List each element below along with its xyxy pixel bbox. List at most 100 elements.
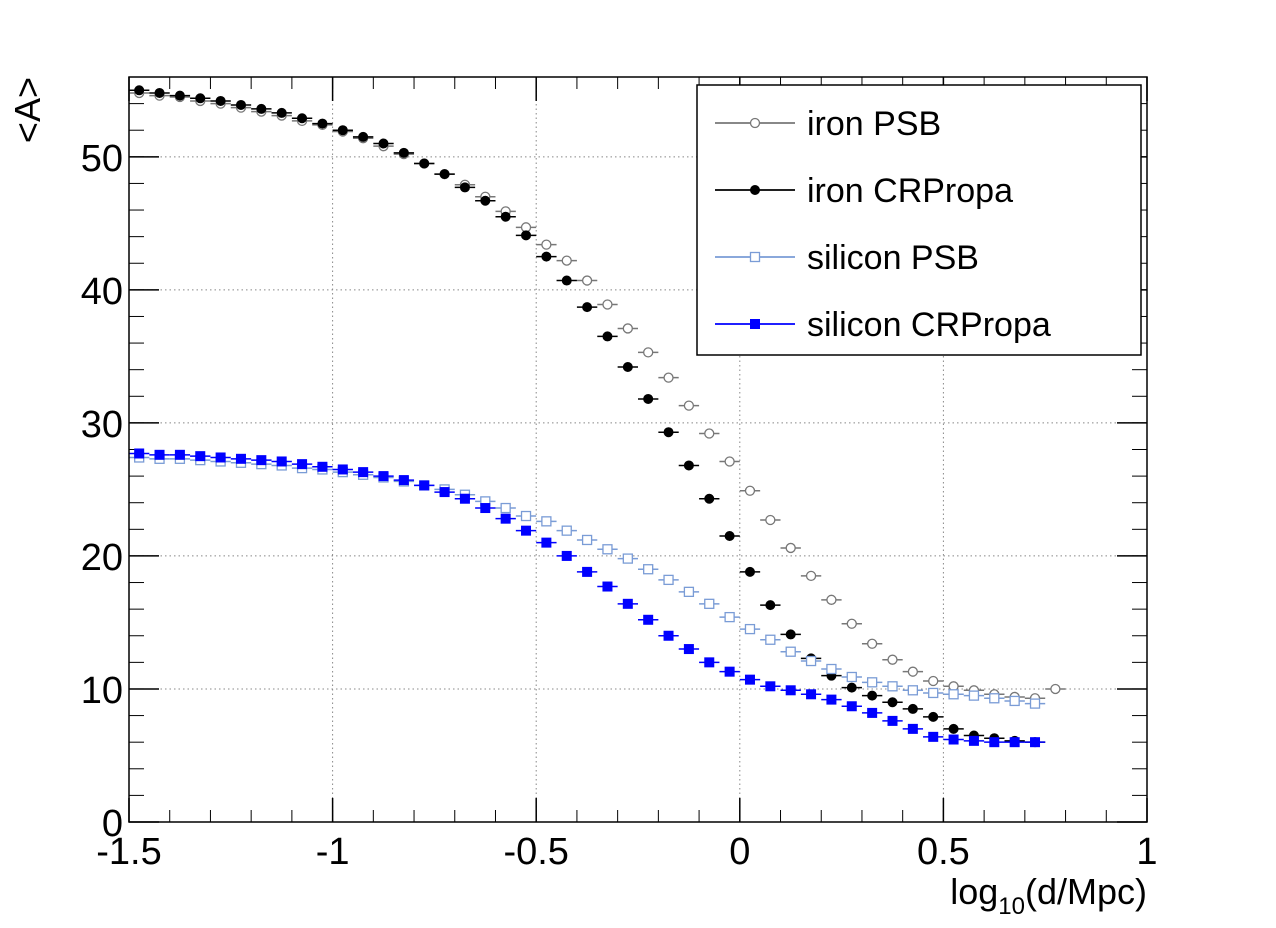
data-point xyxy=(683,400,695,411)
data-point xyxy=(866,677,878,688)
x-axis-title-rest: (d/Mpc) xyxy=(1025,871,1147,912)
x-tick-label: 1 xyxy=(1136,831,1157,873)
data-point xyxy=(663,427,674,438)
data-point xyxy=(989,737,1000,748)
data-point xyxy=(887,697,898,708)
data-point xyxy=(419,480,430,491)
x-axis-title: log10(d/Mpc) xyxy=(950,871,1147,920)
data-point xyxy=(643,564,654,575)
data-point xyxy=(907,666,919,677)
data-point xyxy=(215,95,226,106)
data-point xyxy=(378,138,389,149)
data-point xyxy=(235,453,246,464)
data-point xyxy=(744,485,756,496)
data-point xyxy=(256,103,267,114)
data-point xyxy=(704,428,715,439)
data-point xyxy=(154,87,165,98)
data-point xyxy=(317,118,328,129)
data-point xyxy=(276,107,287,118)
data-point xyxy=(134,448,145,459)
data-point xyxy=(602,544,613,555)
data-point xyxy=(459,493,470,504)
data-point xyxy=(968,735,979,746)
data-point xyxy=(521,525,532,536)
series-layer xyxy=(129,85,1066,748)
legend-label: iron CRPropa xyxy=(807,172,1013,210)
y-tick-label: 0 xyxy=(102,803,123,845)
data-point xyxy=(907,685,919,696)
data-point xyxy=(581,534,593,546)
data-point xyxy=(744,674,755,685)
data-point xyxy=(419,158,430,169)
data-point xyxy=(602,299,613,310)
data-point xyxy=(683,644,694,655)
legend-entry-silicon-crpropa: silicon CRPropa xyxy=(715,306,1051,344)
data-point xyxy=(1029,698,1041,709)
data-point xyxy=(826,694,837,705)
data-point xyxy=(480,195,491,206)
data-point xyxy=(643,347,654,358)
data-point xyxy=(866,638,878,649)
data-point xyxy=(561,275,572,286)
data-point xyxy=(846,618,857,629)
data-point xyxy=(521,230,532,241)
data-point xyxy=(683,460,694,471)
legend-marker xyxy=(749,251,761,263)
data-point xyxy=(907,703,918,714)
data-point xyxy=(867,707,878,718)
data-point xyxy=(928,687,939,699)
data-point xyxy=(622,598,633,609)
y-tick-label: 20 xyxy=(81,537,123,579)
x-tick-label: 0.5 xyxy=(917,831,970,873)
x-axis-title-base: log xyxy=(950,871,998,912)
plot-frame xyxy=(128,76,1148,823)
data-point xyxy=(439,169,450,180)
data-point xyxy=(785,685,796,696)
data-point xyxy=(337,125,348,136)
data-point xyxy=(724,456,735,467)
series-silicon-crpropa xyxy=(129,448,1046,748)
data-point xyxy=(256,455,267,466)
data-point xyxy=(561,550,572,561)
data-point xyxy=(663,574,674,586)
data-point xyxy=(785,542,796,554)
data-point xyxy=(602,581,613,592)
data-point xyxy=(785,629,796,640)
data-point xyxy=(765,600,776,611)
data-point xyxy=(805,655,817,667)
data-point xyxy=(541,537,552,548)
data-point xyxy=(785,646,796,657)
data-point xyxy=(378,471,389,482)
x-axis-title-subscript: 10 xyxy=(998,893,1025,920)
legend-entry-silicon-psb: silicon PSB xyxy=(715,239,979,277)
data-point xyxy=(928,675,939,687)
data-point xyxy=(887,654,898,665)
data-point xyxy=(683,586,695,597)
data-point xyxy=(704,493,715,504)
data-point xyxy=(744,566,755,577)
data-point xyxy=(765,634,776,645)
y-tick-label: 40 xyxy=(81,271,123,313)
y-tick-label: 10 xyxy=(81,670,123,712)
data-point xyxy=(581,275,593,286)
data-point xyxy=(948,689,959,700)
legend-entry-iron-psb: iron PSB xyxy=(715,105,941,143)
data-point xyxy=(1030,737,1041,748)
data-point xyxy=(561,525,572,536)
data-point xyxy=(887,681,898,692)
y-axis-title: <A> xyxy=(7,77,48,143)
data-point xyxy=(134,85,145,96)
data-point xyxy=(1009,737,1020,748)
data-point xyxy=(826,663,837,675)
data-point xyxy=(704,598,715,609)
data-point xyxy=(582,302,593,313)
data-point xyxy=(806,689,817,700)
data-point xyxy=(480,503,491,514)
data-point xyxy=(439,487,450,498)
legend-label: iron PSB xyxy=(807,105,941,143)
data-point xyxy=(765,514,776,526)
data-point xyxy=(337,464,348,475)
data-point xyxy=(887,715,898,726)
